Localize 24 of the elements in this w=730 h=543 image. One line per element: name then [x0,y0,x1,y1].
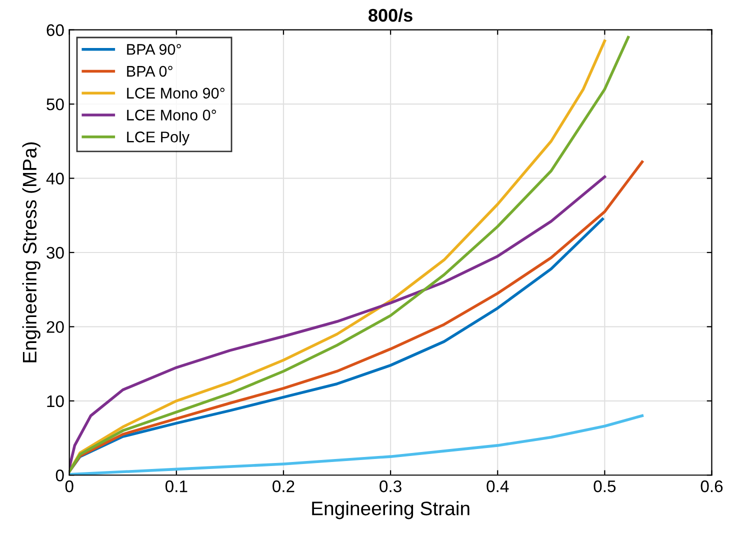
x-tick-label: 0.6 [700,480,723,492]
x-tick-label: 0.4 [486,480,509,492]
chart-title: 800/s [368,8,412,22]
x-tick-label: 0 [65,480,74,492]
y-tick-label: 50 [46,98,64,110]
x-tick-label: 0.1 [165,480,188,492]
x-tick-label: 0.3 [380,480,402,492]
legend-label: LCE Mono 90° [127,88,224,99]
legend-label: LCE Poly [127,131,190,146]
y-tick-label: 60 [46,24,64,36]
legend-label: BPA 90° [127,44,181,55]
y-tick-label: 30 [46,246,64,259]
x-axis-title: Engineering Strain [312,501,470,520]
legend-label: BPA 0° [127,66,172,77]
y-tick-label: 0 [56,470,64,482]
line-series [69,218,604,473]
x-tick-label: 0.5 [594,480,616,492]
legend-label: LCE Mono 0° [127,110,216,120]
y-tick-label: 40 [46,172,64,184]
y-tick-label: 10 [47,395,64,408]
y-tick-label: 20 [46,321,64,333]
line-series [69,414,644,476]
x-tick-label: 0.2 [272,480,294,492]
y-axis-title: Engineering Stress (MPa) [22,142,40,362]
